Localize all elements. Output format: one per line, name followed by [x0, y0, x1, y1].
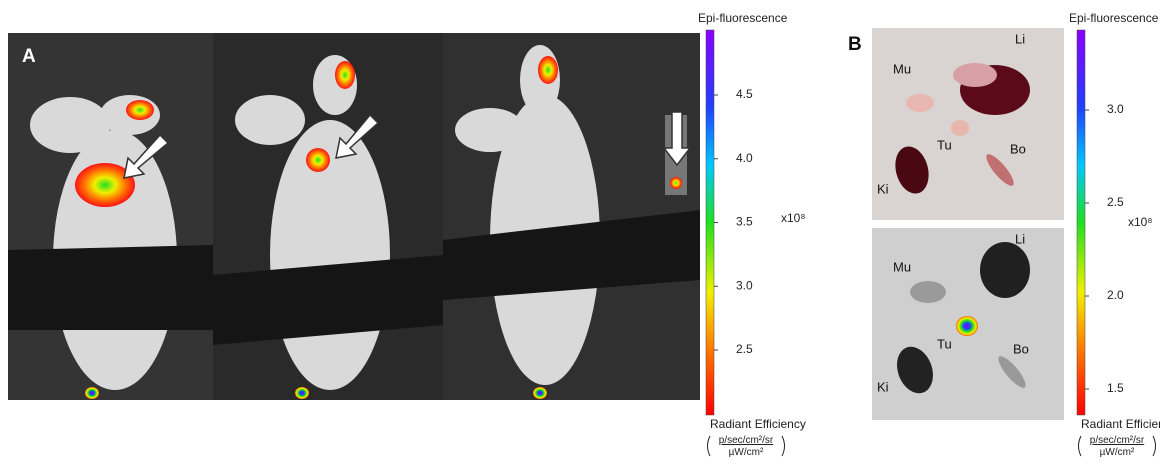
- unit-title: Radiant Efficiency: [710, 417, 806, 431]
- tick-label: 2.5: [736, 342, 753, 356]
- organ-label: Li: [1015, 231, 1025, 246]
- panel-b-image: B: [848, 28, 1064, 420]
- tick-label: 2.0: [1107, 288, 1124, 302]
- organ-label: Mu: [893, 259, 911, 274]
- unit-numerator: p/sec/cm²/sr: [719, 435, 774, 446]
- tick-label: 1.5: [1107, 381, 1124, 395]
- organ-label: Ki: [877, 379, 889, 394]
- panel-label: B: [848, 34, 862, 55]
- unit-denominator: µW/cm²: [1100, 447, 1135, 458]
- panel-label: A: [22, 46, 36, 67]
- organ-label: Mu: [893, 61, 911, 76]
- multiplier: x10⁸: [1128, 215, 1152, 229]
- organ-label: Ki: [877, 181, 889, 196]
- bracket: [1079, 436, 1082, 456]
- organ-label: Tu: [937, 336, 952, 351]
- tick-label: 4.0: [736, 151, 753, 165]
- tick-label: 3.5: [736, 215, 753, 229]
- tick-label: 2.5: [1107, 195, 1124, 209]
- unit-numerator: p/sec/cm²/sr: [1090, 435, 1145, 446]
- color-bar-title: Epi-fluorescence: [698, 11, 788, 25]
- bracket: [708, 436, 711, 456]
- organ-label: Bo: [1010, 141, 1026, 156]
- figure: A B Mu Li Tu Bo Ki Mu Li Tu Bo Ki Epi-fluorescence…: [0, 0, 1160, 460]
- bracket: [782, 436, 785, 456]
- panel-a-image: A: [8, 33, 700, 400]
- organ-label: Tu: [937, 137, 952, 152]
- bracket: [1153, 436, 1156, 456]
- unit-title: Radiant Efficiency: [1081, 417, 1160, 431]
- unit-denominator: µW/cm²: [729, 447, 764, 458]
- multiplier: x10⁸: [781, 211, 805, 225]
- color-bar: [1077, 30, 1085, 415]
- color-bar-title: Epi-fluorescence: [1069, 11, 1159, 25]
- color-bar: [706, 30, 714, 415]
- tick-label: 4.5: [736, 87, 753, 101]
- tick-label: 3.0: [1107, 102, 1124, 116]
- organ-label: Li: [1015, 31, 1025, 46]
- tick-label: 3.0: [736, 278, 753, 292]
- organ-label: Bo: [1013, 341, 1029, 356]
